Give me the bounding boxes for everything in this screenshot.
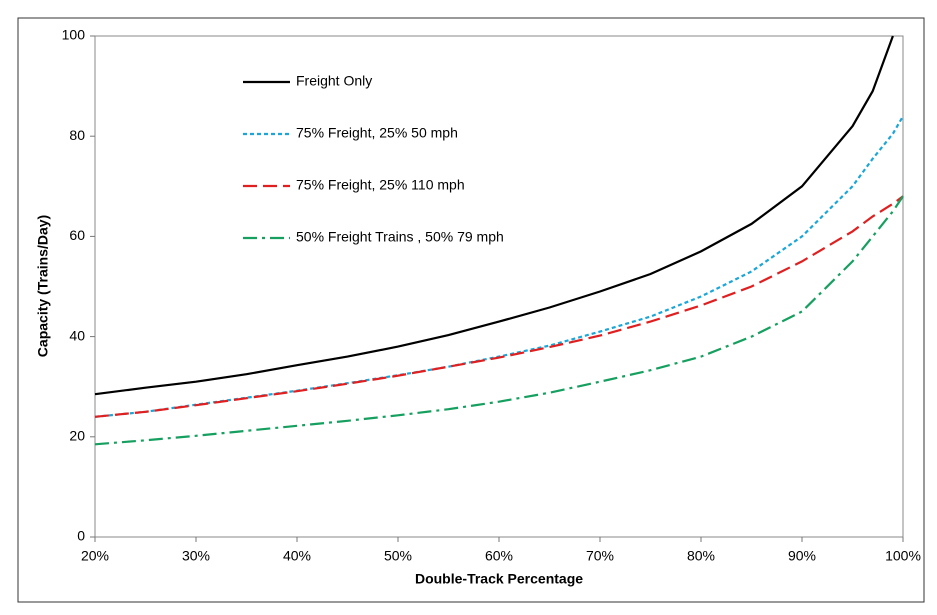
x-axis-title: Double-Track Percentage [415, 571, 583, 587]
outer-frame [17, 17, 925, 603]
y-tick-label: 80 [69, 127, 85, 143]
y-tick-label: 40 [69, 327, 85, 343]
legend-label: 75% Freight, 25% 110 mph [296, 177, 465, 193]
x-tick-label: 90% [788, 548, 816, 564]
x-tick-label: 60% [485, 548, 513, 564]
x-tick-label: 20% [81, 548, 109, 564]
x-tick-label: 50% [384, 548, 412, 564]
y-tick-label: 0 [77, 528, 85, 544]
y-tick-label: 60 [69, 227, 85, 243]
plot-frame [94, 35, 904, 538]
y-tick-label: 20 [69, 428, 85, 444]
x-tick-label: 70% [586, 548, 614, 564]
y-axis-title: Capacity (Trains/Day) [35, 215, 51, 357]
series-line [94, 35, 894, 396]
x-tick-label: 80% [687, 548, 715, 564]
legend-label: Freight Only [296, 73, 372, 89]
legend-label: 50% Freight Trains , 50% 79 mph [296, 229, 504, 245]
x-tick-label: 30% [182, 548, 210, 564]
series-line [94, 195, 904, 446]
x-tick-label: 40% [283, 548, 311, 564]
series-line [94, 195, 904, 418]
series-line [94, 115, 904, 418]
x-tick-label: 100% [885, 548, 921, 564]
y-tick-label: 100 [62, 27, 86, 43]
legend-label: 75% Freight, 25% 50 mph [296, 125, 458, 141]
